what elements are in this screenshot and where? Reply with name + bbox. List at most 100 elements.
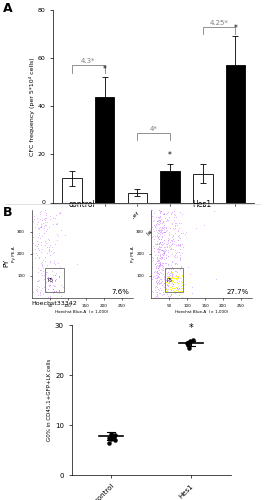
Point — [160, 252, 164, 260]
Point — [166, 272, 170, 280]
Point — [157, 228, 161, 235]
Point — [161, 264, 165, 272]
Point — [166, 252, 170, 260]
Point — [179, 230, 183, 237]
Point — [44, 211, 48, 219]
Point — [63, 231, 67, 239]
Point — [170, 250, 174, 258]
Point — [157, 208, 162, 216]
Point — [176, 286, 180, 294]
Point — [158, 236, 163, 244]
Text: 27.7%: 27.7% — [227, 290, 249, 296]
Point — [160, 291, 164, 299]
Point — [162, 255, 166, 263]
Point — [160, 224, 165, 232]
Point — [58, 209, 62, 217]
Point — [165, 282, 170, 290]
Point — [161, 228, 166, 236]
Point — [51, 220, 55, 228]
Point — [167, 232, 171, 239]
Point — [35, 252, 39, 260]
Point — [154, 224, 158, 232]
Point — [53, 260, 58, 268]
Point — [61, 283, 65, 291]
Point — [171, 280, 176, 287]
Point — [152, 216, 156, 224]
Point — [167, 280, 171, 288]
Point — [158, 260, 162, 268]
Point — [173, 224, 177, 232]
Point — [160, 241, 164, 249]
Point — [178, 208, 182, 216]
Point — [177, 292, 181, 300]
Point — [41, 290, 45, 298]
Point — [194, 224, 198, 232]
Point — [32, 215, 36, 223]
Point — [155, 231, 159, 239]
Point — [162, 236, 166, 244]
Point — [157, 263, 161, 271]
Point — [34, 242, 39, 250]
Point — [45, 218, 49, 226]
Point — [165, 276, 169, 284]
Point — [158, 258, 162, 266]
Point — [158, 250, 162, 258]
Point — [151, 273, 155, 281]
Point — [164, 258, 168, 266]
Point — [162, 248, 166, 256]
Point — [45, 242, 49, 250]
Point — [158, 226, 162, 234]
Point — [171, 282, 175, 290]
Bar — [127, 193, 147, 202]
Text: 4.3*: 4.3* — [81, 58, 96, 64]
Point — [170, 268, 174, 276]
Point — [170, 284, 174, 292]
Point — [161, 240, 165, 248]
Point — [154, 232, 159, 239]
Point — [175, 278, 180, 286]
Point — [172, 286, 176, 294]
Point — [164, 254, 169, 262]
Point — [180, 271, 184, 279]
Point — [157, 226, 161, 234]
Point — [42, 218, 47, 226]
Point — [153, 282, 157, 290]
Point — [51, 271, 55, 279]
Point — [157, 261, 162, 269]
Point — [43, 258, 47, 266]
Point — [154, 255, 159, 263]
Point — [157, 240, 161, 248]
Point — [154, 271, 158, 279]
Point — [37, 276, 41, 283]
Point — [43, 206, 47, 214]
Point — [174, 284, 179, 292]
Point — [175, 260, 179, 268]
Point — [153, 240, 157, 248]
Point — [160, 266, 165, 274]
Point — [155, 254, 160, 262]
Point — [151, 217, 155, 225]
Point — [169, 286, 173, 294]
Point — [168, 282, 172, 290]
Point — [175, 280, 179, 288]
Point — [166, 252, 170, 260]
Point — [167, 241, 171, 249]
Point — [40, 260, 45, 268]
Point — [178, 234, 182, 242]
Point — [170, 277, 175, 285]
Point — [162, 279, 166, 287]
Point — [158, 238, 162, 246]
Point — [35, 276, 39, 284]
Point — [154, 288, 158, 296]
Point — [174, 268, 178, 276]
Point — [167, 279, 171, 287]
Point — [155, 258, 160, 266]
Point — [155, 268, 159, 276]
Point — [54, 270, 58, 278]
Point — [170, 236, 174, 244]
Point — [166, 272, 170, 280]
Point — [53, 240, 58, 248]
Point — [179, 278, 183, 286]
Point — [175, 221, 179, 229]
Point — [156, 226, 160, 234]
